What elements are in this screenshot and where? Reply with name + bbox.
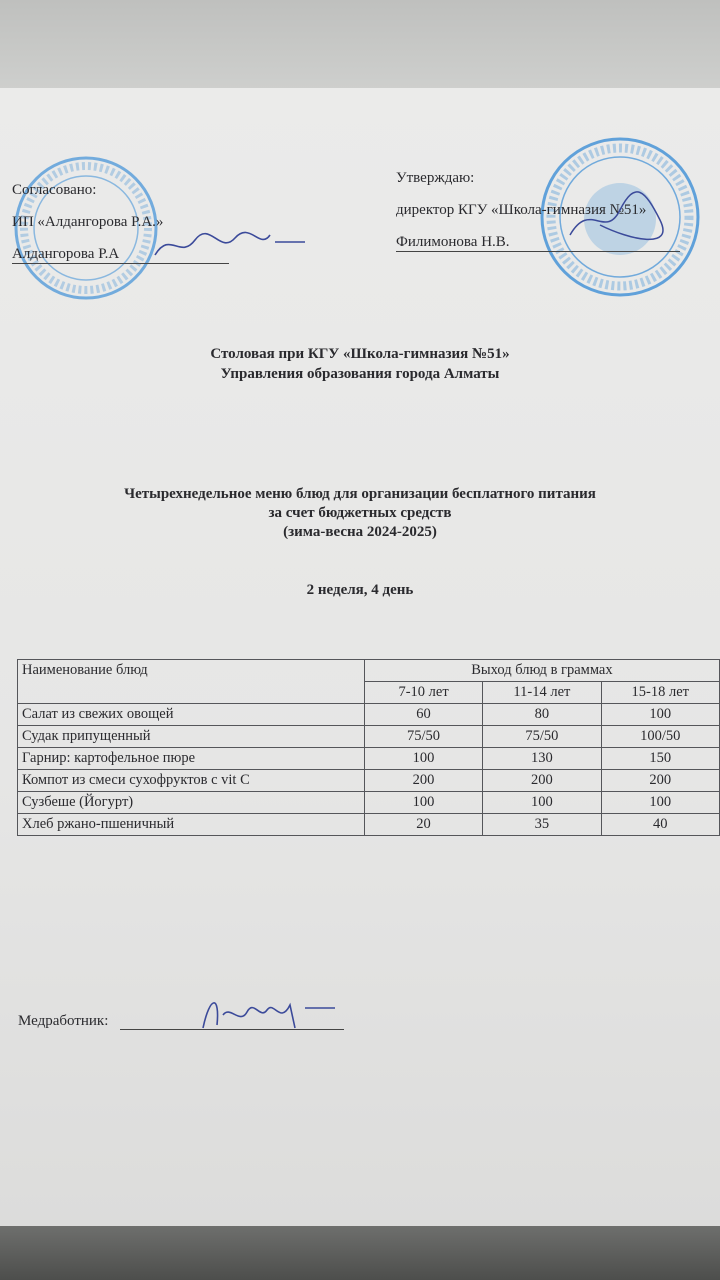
table-header-row: Наименование блюд Выход блюд в граммах xyxy=(17,659,720,704)
document-page xyxy=(0,88,720,1228)
portion-value: 100 xyxy=(600,703,720,726)
dish-name: Гарнир: картофельное пюре xyxy=(17,747,365,770)
table-row: Хлеб ржано-пшеничный 20 35 40 xyxy=(17,813,720,836)
portion-value: 75/50 xyxy=(482,725,602,748)
portion-value: 35 xyxy=(482,813,602,836)
approval-right-label: Утверждаю: xyxy=(396,170,475,186)
portion-value: 100 xyxy=(482,791,602,814)
portion-value: 80 xyxy=(482,703,602,726)
portion-value: 100 xyxy=(363,747,484,770)
title-line-2: за счет бюджетных средств xyxy=(268,505,452,521)
approval-left-label: Согласовано: xyxy=(12,182,97,198)
portion-value: 60 xyxy=(363,703,484,726)
table-row: Судак припущенный 75/50 75/50 100/50 xyxy=(17,725,720,748)
medic-signature-line xyxy=(120,1029,344,1030)
table-row: Компот из смеси сухофруктов с vit C 200 20… xyxy=(17,769,720,792)
title-line-3: (зима-весна 2024-2025) xyxy=(283,524,437,540)
portion-value: 150 xyxy=(600,747,720,770)
header-line-2: Управления образования города Алматы xyxy=(220,366,500,382)
medic-signature xyxy=(202,1002,335,1029)
table-row: Сузбеше (Йогурт) 100 100 100 xyxy=(17,791,720,814)
approval-right-position: директор КГУ «Школа-гимназия №51» xyxy=(396,202,647,218)
dish-name: Компот из смеси сухофруктов с vit C xyxy=(17,769,365,792)
column-header-age: 7-10 лет xyxy=(363,681,484,704)
portion-value: 20 xyxy=(363,813,484,836)
portion-value: 100/50 xyxy=(600,725,720,748)
background-surface xyxy=(0,1226,720,1280)
table-subheader-row: 7-10 лет 11-14 лет 15-18 лет xyxy=(18,681,720,704)
portion-value: 200 xyxy=(600,769,720,792)
medic-label: Медработник: xyxy=(18,1013,109,1029)
background-wall xyxy=(0,0,720,95)
title-line-1: Четырехнедельное меню блюд для организац… xyxy=(124,486,596,502)
portion-value: 200 xyxy=(482,769,602,792)
portion-value: 200 xyxy=(363,769,484,792)
portion-value: 40 xyxy=(600,813,720,836)
portion-value: 100 xyxy=(363,791,484,814)
left-signature xyxy=(154,231,305,256)
portion-value: 75/50 xyxy=(363,725,484,748)
right-signature xyxy=(569,191,664,241)
right-stamp xyxy=(540,137,700,297)
left-stamp xyxy=(14,156,158,300)
header-line-1: Столовая при КГУ «Школа-гимназия №51» xyxy=(210,346,510,362)
week-day: 2 неделя, 4 день xyxy=(306,582,414,598)
table-row: Гарнир: картофельное пюре 100 130 150 xyxy=(17,747,720,770)
column-header-age: 11-14 лет xyxy=(482,681,602,704)
dish-name: Салат из свежих овощей xyxy=(17,703,365,726)
portion-value: 100 xyxy=(600,791,720,814)
approval-left-name: Алдангорова Р.А xyxy=(12,246,230,264)
menu-table: Наименование блюд Выход блюд в граммах 7… xyxy=(17,659,720,836)
column-header-name: Наименование блюд xyxy=(17,659,365,704)
portion-value: 130 xyxy=(482,747,602,770)
column-header-group: Выход блюд в граммах xyxy=(363,659,720,682)
dish-name: Судак припущенный xyxy=(17,725,365,748)
dish-name: Хлеб ржано-пшеничный xyxy=(17,813,365,836)
dish-name: Сузбеше (Йогурт) xyxy=(17,791,365,814)
approval-left-org: ИП «Алдангорова Р.А.» xyxy=(12,214,164,230)
approval-right-name: Филимонова Н.В. xyxy=(396,234,680,252)
table-row: Салат из свежих овощей 60 80 100 xyxy=(17,703,720,726)
column-header-age: 15-18 лет xyxy=(600,681,720,704)
